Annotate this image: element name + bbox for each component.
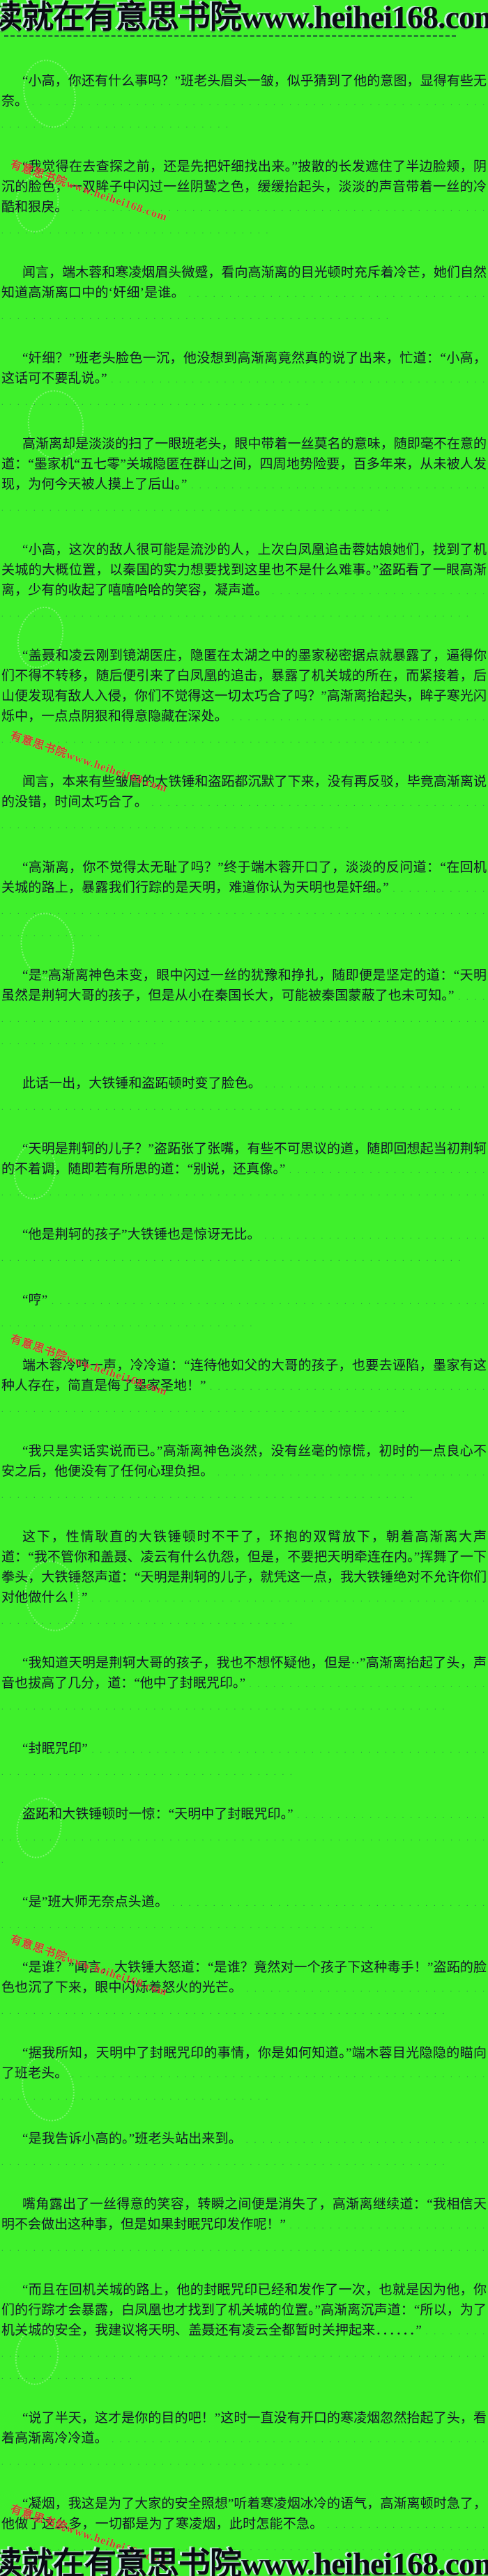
paragraph: “天明是荆轲的儿子？”盗跖张了张嘴，有些不可思议的道，随即回想起当初荆轲的不着调…: [1, 1139, 487, 1204]
paragraph: 闻言，本来有些皱眉的大铁锤和盗跖都沉默了下来，没有再反驳，毕竟高渐离说的没错，时…: [1, 772, 487, 837]
paragraph: 盗跖和大铁锤顿时一惊：“天明中了封眠咒印。”: [1, 1804, 487, 1871]
paragraph: “而且在回机关城的路上，他的封眠咒印已经和发作了一次，也就是因为他，你们的行踪才…: [1, 2280, 487, 2387]
paragraph: 此话一出，大铁锤和盗跖顿时变了脸色。: [1, 1073, 487, 1118]
paragraph: 闻言，端木蓉和寒凌烟眉头微蹙，看向高渐离的目光顿时充斥着冷芒，她们自然知道高渐离…: [1, 263, 487, 327]
paragraph: “小高，这次的敌人很可能是流沙的人，上次白凤凰追击蓉姑娘她们，找到了机关城的大概…: [1, 540, 487, 625]
paragraph: “我知道天明是荆轲大哥的孩子，我也不想怀疑他，但是··”高渐离抬起了头，声音也拔…: [1, 1653, 487, 1718]
paragraph: “是谁？”闻言，大铁锤大怒道：“是谁？竟然对一个孩子下这种毒手！”盗跖的脸色也沉…: [1, 1957, 487, 2022]
paragraph: “说了半天，这才是你的目的吧！”这时一直没有开口的寒凌烟忽然抬起了头，看着高渐离…: [1, 2408, 487, 2473]
article-body: “小高，你还有什么事吗？”班老头眉头一皱，似乎猜到了他的意图，显得有些无奈。 “我…: [1, 71, 487, 2576]
paragraph: “封眠咒印”: [1, 1739, 487, 1783]
paragraph: 端木蓉冷哼一声，冷冷道：“连待他如父的大哥的孩子，也要去诬陷，墨家有这种人存在，…: [1, 1356, 487, 1420]
paragraph: “高渐离，你不觉得太无耻了吗？”终于端木蓉开口了，淡淡的反问道：“在回机关城的路…: [1, 858, 487, 945]
paragraph: “是”班大师无奈点头道。: [1, 1892, 487, 1937]
paragraph: 这下，性情耿直的大铁锤顿时不干了，环抱的双臂放下，朝着高渐离大声道：“我不管你和…: [1, 1527, 487, 1632]
paragraph: 高渐离却是淡淡的扫了一眼班老头，眼中带着一丝莫名的意味，随即毫不在意的道：“墨家…: [1, 434, 487, 519]
site-banner-bottom: 读就在有意思书院www.heihei168.com: [0, 2546, 488, 2576]
paragraph: 嘴角露出了一丝得意的笑容，转瞬之间便是消失了，高渐离继续道：“我相信天明不会做出…: [1, 2194, 487, 2259]
paragraph: “他是荆轲的孩子”大铁锤也是惊讶无比。: [1, 1225, 487, 1269]
paragraph: “我只是实话实说而已。”高渐离神色淡然，没有丝毫的惊慌，初时的一点良心不安之后，…: [1, 1441, 487, 1506]
paragraph: “奸细？”班老头脸色一沉，他没想到高渐离竟然真的说了出来，忙道：“小高，这话可不…: [1, 348, 487, 413]
paragraph: “小高，你还有什么事吗？”班老头眉头一皱，似乎猜到了他的意图，显得有些无奈。: [1, 71, 487, 136]
paragraph: “据我所知，天明中了封眠咒印的事情，你是如何知道。”端木蓉目光隐隐的瞄向了班老头…: [1, 2043, 487, 2108]
site-banner-top: 读就在有意思书院www.heihei168.com: [0, 0, 488, 35]
paragraph: “是”高渐离神色未变，眼中闪过一丝的犹豫和挣扎，随即便是坚定的道：“天明虽然是荆…: [1, 965, 487, 1053]
paragraph: “是我告诉小高的。”班老头站出来到。: [1, 2129, 487, 2173]
paragraph: “凝烟，我这是为了大家的安全照想”听着寒凌烟冰冷的语气，高渐离顿时急了，他做了这…: [1, 2494, 487, 2576]
paragraph: “我觉得在去查探之前，还是先把奸细找出来。”披散的长发遮住了半边脸颊，阴沉的脸色…: [1, 157, 487, 242]
paragraph: “哼”: [1, 1290, 487, 1335]
dashed-separator: [4, 35, 456, 37]
paragraph: “盖聂和凌云刚到镜湖医庄，隐匿在太湖之中的墨家秘密据点就暴露了，逼得你们不得不转…: [1, 646, 487, 751]
